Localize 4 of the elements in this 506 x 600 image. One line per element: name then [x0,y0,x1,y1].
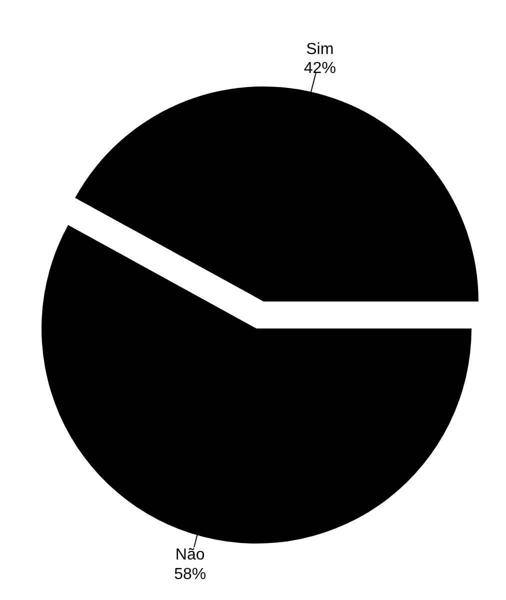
data-label: 42% [304,60,336,78]
slice-label: Não [175,546,205,564]
data-label: 58% [174,566,206,583]
slice-label: Sim [306,41,334,58]
